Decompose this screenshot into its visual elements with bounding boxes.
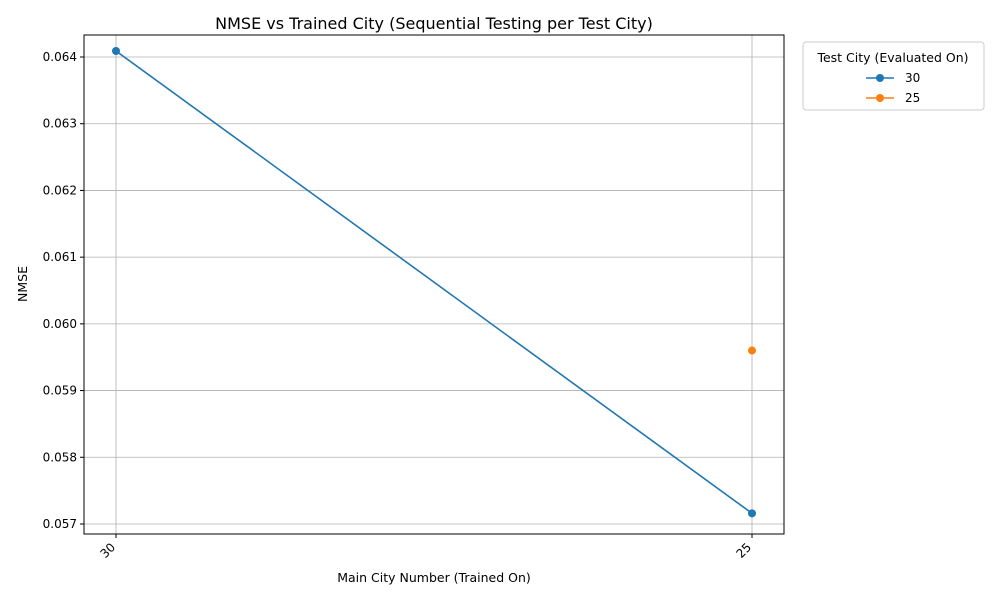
legend-title: Test City (Evaluated On) (816, 50, 968, 65)
legend-marker-30 (876, 74, 884, 82)
data-point-series-30 (112, 47, 120, 56)
y-tick-label: 0.059 (43, 384, 77, 398)
x-tick-label: 30 (97, 540, 118, 561)
legend-marker-25 (876, 94, 884, 102)
legend-label-25: 25 (905, 91, 920, 105)
y-tick-label: 0.061 (43, 250, 77, 264)
y-tick-label: 0.058 (43, 450, 77, 464)
grid-lines (84, 35, 784, 534)
y-tick-label: 0.063 (43, 117, 77, 131)
data-point-series-25 (748, 346, 756, 355)
y-tick-label: 0.062 (43, 183, 77, 197)
y-tick-label: 0.060 (43, 317, 77, 331)
series-layer (112, 47, 756, 518)
x-axis: 30 25 (97, 534, 754, 561)
chart-title: NMSE vs Trained City (Sequential Testing… (215, 14, 653, 33)
legend-label-30: 30 (905, 71, 920, 85)
x-axis-label: Main City Number (Trained On) (337, 570, 531, 585)
x-tick-label: 25 (733, 540, 754, 561)
data-point-series-30 (748, 509, 756, 518)
legend-box (802, 41, 985, 111)
y-axis-label: NMSE (15, 266, 30, 302)
y-tick-label: 0.064 (43, 50, 77, 64)
series-line-30 (115, 50, 753, 514)
y-axis: 0.057 0.058 0.059 0.060 0.061 0.062 0.063 0.064 (43, 50, 84, 531)
y-tick-label: 0.057 (43, 517, 77, 531)
plot-frame (83, 34, 785, 535)
